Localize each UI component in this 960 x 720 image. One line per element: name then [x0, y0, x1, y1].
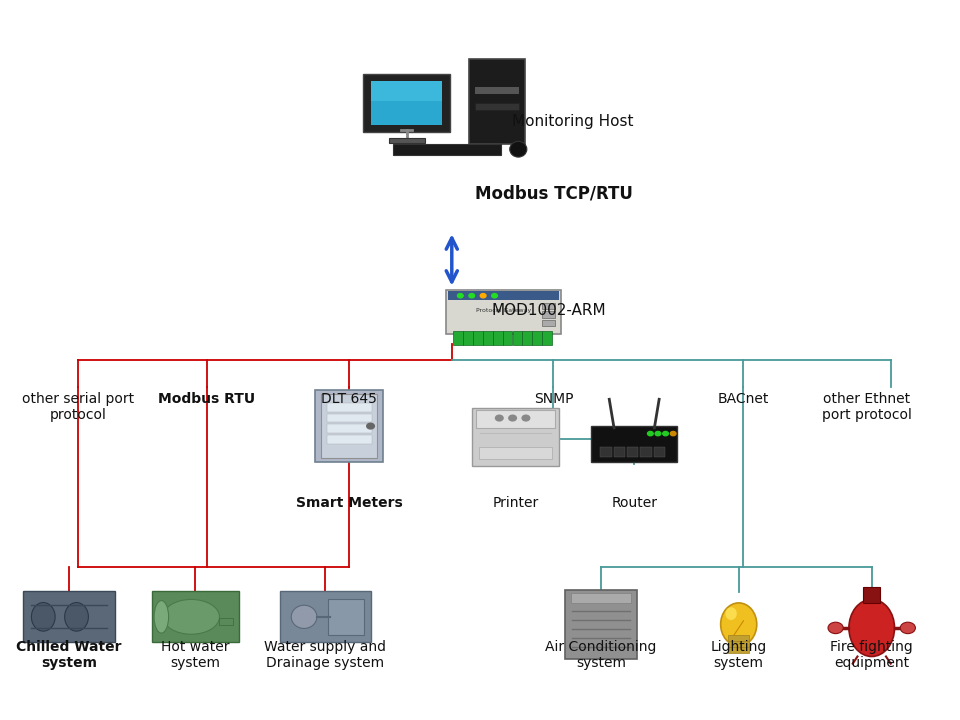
Circle shape	[662, 431, 668, 436]
FancyBboxPatch shape	[483, 330, 492, 345]
FancyBboxPatch shape	[468, 58, 525, 143]
FancyBboxPatch shape	[479, 447, 552, 459]
Text: Smart Meters: Smart Meters	[296, 496, 402, 510]
FancyBboxPatch shape	[453, 330, 463, 345]
Text: Printer: Printer	[492, 496, 539, 510]
Text: BACnet: BACnet	[718, 392, 769, 406]
Text: other serial port
protocol: other serial port protocol	[22, 392, 134, 423]
FancyBboxPatch shape	[326, 425, 372, 433]
FancyBboxPatch shape	[474, 103, 519, 110]
FancyBboxPatch shape	[533, 330, 542, 345]
FancyBboxPatch shape	[570, 593, 632, 603]
Text: DLT 645: DLT 645	[322, 392, 377, 406]
Text: Monitoring Host: Monitoring Host	[512, 114, 634, 128]
Circle shape	[900, 622, 916, 634]
Circle shape	[670, 431, 676, 436]
FancyBboxPatch shape	[279, 592, 371, 642]
FancyBboxPatch shape	[627, 447, 638, 457]
Text: Fire fighting
equipment: Fire fighting equipment	[830, 640, 913, 670]
Ellipse shape	[291, 606, 317, 629]
FancyBboxPatch shape	[448, 292, 559, 300]
FancyBboxPatch shape	[640, 447, 652, 457]
Circle shape	[480, 294, 486, 298]
Circle shape	[468, 294, 474, 298]
FancyBboxPatch shape	[542, 330, 552, 345]
Text: Hot water
system: Hot water system	[161, 640, 229, 670]
Circle shape	[492, 294, 497, 298]
FancyBboxPatch shape	[503, 330, 513, 345]
Circle shape	[655, 431, 660, 436]
FancyBboxPatch shape	[476, 410, 555, 428]
FancyBboxPatch shape	[654, 447, 665, 457]
FancyBboxPatch shape	[542, 312, 555, 318]
Text: Router: Router	[612, 496, 658, 510]
Circle shape	[828, 622, 843, 634]
FancyBboxPatch shape	[326, 414, 372, 423]
FancyBboxPatch shape	[371, 81, 443, 101]
FancyBboxPatch shape	[152, 592, 238, 642]
FancyBboxPatch shape	[393, 143, 501, 155]
Text: Modbus TCP/RTU: Modbus TCP/RTU	[474, 185, 633, 203]
Text: Lighting
system: Lighting system	[710, 640, 767, 670]
Ellipse shape	[163, 600, 220, 634]
FancyBboxPatch shape	[389, 138, 424, 143]
Ellipse shape	[510, 141, 527, 157]
FancyBboxPatch shape	[472, 408, 559, 466]
Circle shape	[522, 415, 530, 421]
FancyBboxPatch shape	[729, 635, 749, 642]
FancyBboxPatch shape	[326, 403, 372, 412]
FancyBboxPatch shape	[492, 330, 502, 345]
FancyBboxPatch shape	[600, 447, 612, 457]
FancyBboxPatch shape	[446, 290, 561, 333]
FancyBboxPatch shape	[474, 87, 519, 94]
Text: MOD1002-ARM: MOD1002-ARM	[492, 303, 606, 318]
Ellipse shape	[32, 603, 55, 631]
FancyBboxPatch shape	[326, 435, 372, 444]
FancyBboxPatch shape	[23, 592, 114, 642]
Text: other Ethnet
port protocol: other Ethnet port protocol	[822, 392, 912, 423]
FancyBboxPatch shape	[316, 390, 383, 462]
Ellipse shape	[721, 603, 756, 646]
FancyBboxPatch shape	[522, 330, 533, 345]
Circle shape	[367, 423, 374, 429]
Ellipse shape	[64, 603, 88, 631]
FancyBboxPatch shape	[591, 426, 678, 462]
FancyBboxPatch shape	[371, 81, 443, 125]
Circle shape	[458, 294, 463, 298]
FancyBboxPatch shape	[542, 320, 555, 326]
Ellipse shape	[155, 600, 169, 633]
FancyBboxPatch shape	[729, 647, 749, 653]
FancyBboxPatch shape	[513, 330, 522, 345]
Text: Air Conditioning
system: Air Conditioning system	[545, 640, 657, 670]
Text: Water supply and
Drainage system: Water supply and Drainage system	[264, 640, 387, 670]
FancyBboxPatch shape	[473, 330, 483, 345]
Text: Protocol Gateway: Protocol Gateway	[476, 308, 531, 313]
Ellipse shape	[726, 607, 737, 620]
Text: SNMP: SNMP	[534, 392, 573, 406]
Circle shape	[495, 415, 503, 421]
FancyBboxPatch shape	[463, 330, 472, 345]
FancyBboxPatch shape	[322, 395, 377, 458]
Ellipse shape	[849, 599, 895, 657]
FancyBboxPatch shape	[863, 588, 880, 603]
FancyBboxPatch shape	[564, 590, 637, 659]
FancyBboxPatch shape	[613, 447, 625, 457]
FancyBboxPatch shape	[542, 303, 555, 310]
FancyBboxPatch shape	[729, 641, 749, 647]
FancyBboxPatch shape	[219, 618, 232, 624]
Text: Chilled Water
system: Chilled Water system	[16, 640, 122, 670]
FancyBboxPatch shape	[364, 74, 450, 132]
Circle shape	[509, 415, 516, 421]
FancyBboxPatch shape	[327, 599, 364, 634]
Circle shape	[647, 431, 653, 436]
Text: Modbus RTU: Modbus RTU	[158, 392, 255, 406]
